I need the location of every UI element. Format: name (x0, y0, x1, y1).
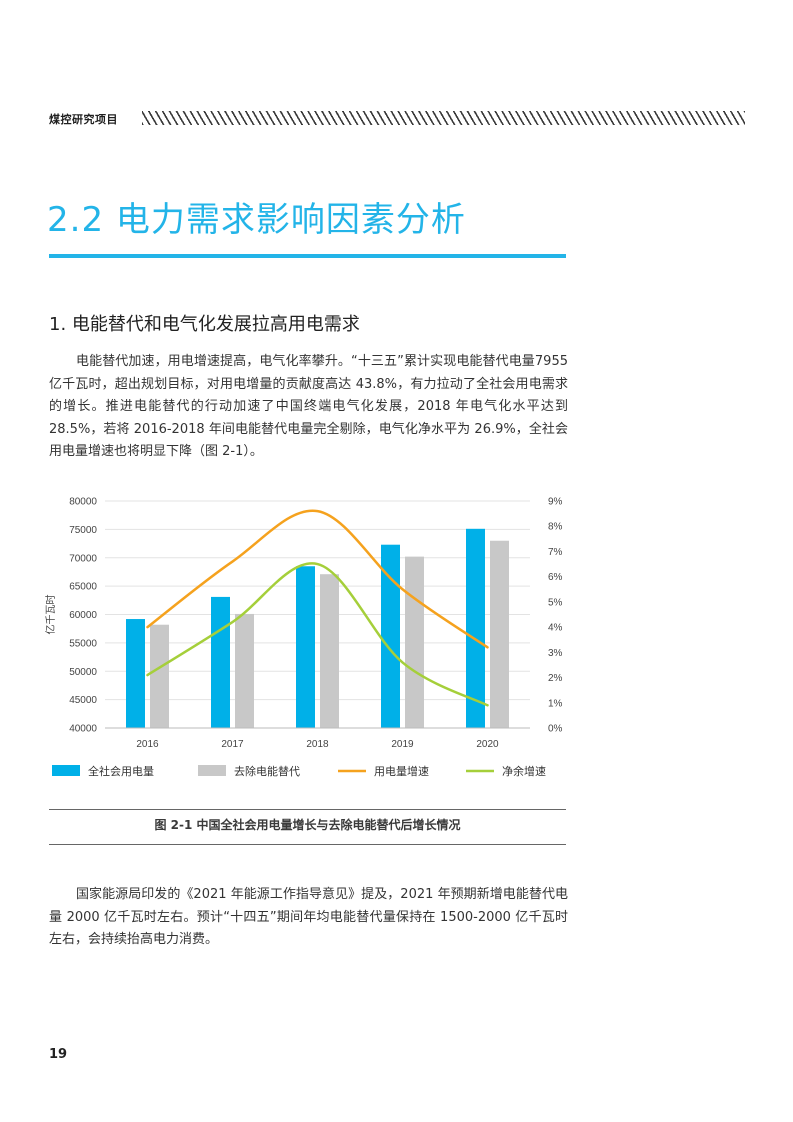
legend-swatch (52, 765, 80, 776)
chart-figure: 40000 45000 50000 55000 60000 65000 70000 75000… (40, 488, 580, 788)
combo-chart: 40000 45000 50000 55000 60000 65000 70000 75000… (44, 497, 563, 779)
y2-tick-label: 4% (548, 623, 563, 634)
y2-tick-label: 3% (548, 648, 563, 659)
chart-gridlines (105, 500, 530, 729)
bar-net-2017 (235, 613, 254, 728)
y-tick-label: 55000 (69, 638, 97, 649)
y-tick-label: 60000 (69, 610, 97, 621)
y2-tick-label: 0% (548, 724, 563, 735)
y-tick-label: 50000 (69, 667, 97, 678)
legend-label: 净余增速 (502, 764, 546, 778)
header-hatch-decoration (142, 111, 745, 125)
chart-legend: 全社会用电量 去除电能替代 用电量增速 净余增速 (52, 764, 546, 778)
y2-tick-label: 1% (548, 698, 563, 709)
legend-label: 用电量增速 (374, 764, 429, 778)
caption-bottom-rule (49, 844, 566, 845)
chart-bars (126, 528, 509, 728)
section-divider (49, 254, 566, 258)
page-number: 19 (49, 1047, 68, 1062)
bar-total-2020 (466, 528, 485, 728)
bar-total-2019 (381, 544, 400, 728)
chart-axes: 40000 45000 50000 55000 60000 65000 70000 75000… (44, 497, 563, 751)
y2-tick-label: 7% (548, 547, 563, 558)
bar-net-2020 (490, 540, 509, 728)
line-series-growth (146, 509, 489, 649)
y-tick-label: 65000 (69, 582, 97, 593)
y-axis-title: 亿千瓦时 (44, 595, 57, 635)
legend-label: 去除电能替代 (234, 764, 300, 778)
x-tick-label: 2018 (306, 739, 329, 750)
y2-tick-label: 8% (548, 522, 563, 533)
x-tick-label: 2017 (221, 739, 244, 750)
legend-swatch (198, 765, 226, 776)
x-tick-label: 2016 (136, 739, 159, 750)
body-paragraph-2: 国家能源局印发的《2021 年能源工作指导意见》提及，2021 年预期新增电能替… (49, 887, 568, 948)
subsection-title: 1. 电能替代和电气化发展拉高用电需求 (49, 314, 360, 335)
y2-tick-label: 2% (548, 673, 563, 684)
bar-total-2018 (296, 566, 315, 728)
caption-top-rule (49, 809, 566, 810)
bar-total-2016 (126, 619, 145, 728)
x-tick-label: 2019 (391, 739, 414, 750)
bar-total-2017 (211, 596, 230, 728)
chart-lines (146, 509, 489, 707)
bar-net-2019 (405, 556, 424, 728)
y2-tick-label: 6% (548, 572, 563, 583)
line-series-net-growth (146, 562, 489, 707)
y2-tick-label: 9% (548, 497, 563, 508)
y-tick-label: 70000 (69, 553, 97, 564)
bar-net-2018 (320, 574, 339, 728)
y-tick-label: 40000 (69, 724, 97, 735)
y-tick-label: 45000 (69, 695, 97, 706)
legend-label: 全社会用电量 (88, 764, 154, 778)
x-tick-label: 2020 (476, 739, 499, 750)
y2-tick-label: 5% (548, 597, 563, 608)
y-tick-label: 75000 (69, 525, 97, 536)
header-label: 煤控研究项目 (49, 113, 118, 126)
bar-net-2016 (150, 624, 169, 728)
y-tick-label: 80000 (69, 497, 97, 508)
figure-caption: 图 2-1 中国全社会用电量增长与去除电能替代后增长情况 (154, 818, 461, 832)
body-paragraph-1: 电能替代加速，用电增速提高，电气化率攀升。“十三五”累计实现电能替代电量7955… (49, 354, 568, 460)
section-title: 2.2 电力需求影响因素分析 (47, 200, 466, 240)
